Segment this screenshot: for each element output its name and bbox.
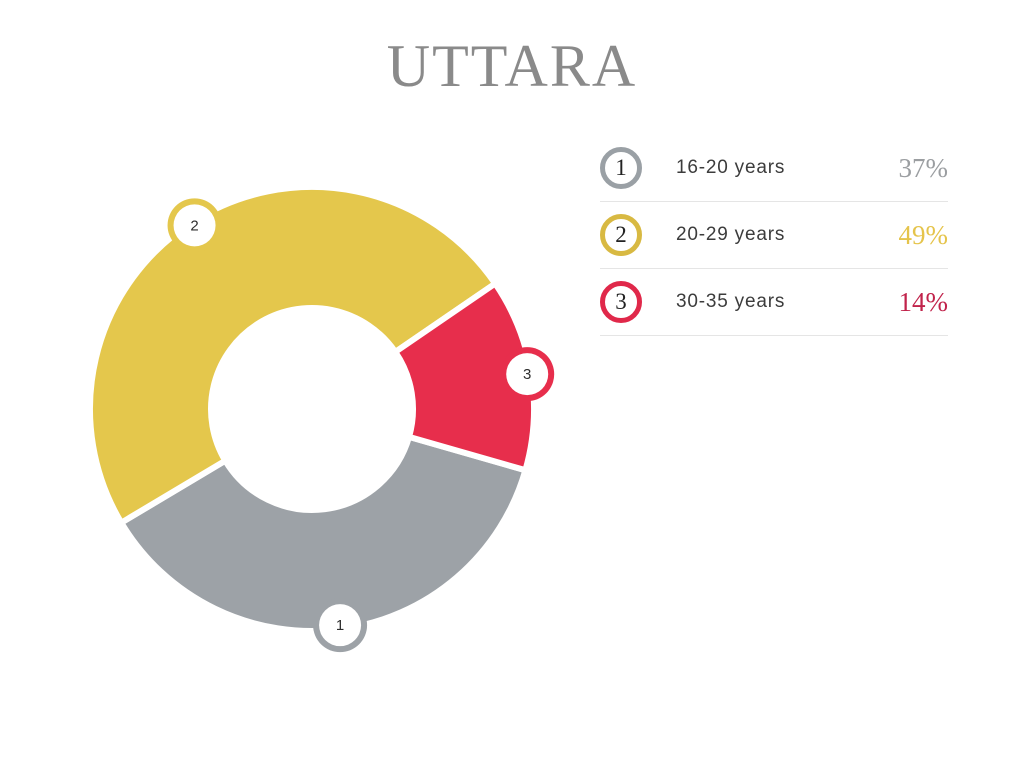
legend-value: 14% (898, 286, 949, 317)
legend-marker-circle-2: 2 (600, 214, 642, 256)
legend-item-1[interactable]: 1 16-20 years 37% (600, 135, 948, 202)
legend-marker-number: 3 (615, 289, 627, 314)
donut-segment-1[interactable] (118, 433, 529, 634)
segment-badge-number-2: 2 (190, 217, 198, 234)
legend-item-2[interactable]: 2 20-29 years 49% (600, 202, 948, 269)
legend-marker-number: 1 (615, 155, 627, 180)
segment-badge-face-3 (506, 353, 549, 396)
segment-badge-number-3: 3 (523, 366, 531, 383)
donut-segment-3[interactable] (392, 280, 537, 474)
page-title: UTTARA (386, 33, 638, 99)
segment-badge-number-1: 1 (336, 617, 344, 634)
legend-label: 16-20 years (676, 157, 786, 178)
segment-badge-face-2 (173, 204, 216, 247)
legend-value: 49% (898, 219, 949, 250)
segment-badge-face-1 (319, 604, 362, 647)
legend-value: 37% (898, 152, 949, 183)
legend-marker-circle-3: 3 (600, 281, 642, 323)
legend-item-3[interactable]: 3 30-35 years 14% (600, 269, 948, 336)
legend-label: 30-35 years (676, 291, 786, 312)
legend: 1 16-20 years 37% 2 20-29 years 49% 3 30… (600, 135, 948, 336)
legend-marker-number: 2 (615, 222, 627, 247)
legend-label: 20-29 years (676, 224, 786, 245)
donut-chart: 1 2 3 (87, 184, 555, 653)
legend-marker-circle-1: 1 (600, 147, 642, 189)
donut-segment-2[interactable] (87, 184, 499, 526)
